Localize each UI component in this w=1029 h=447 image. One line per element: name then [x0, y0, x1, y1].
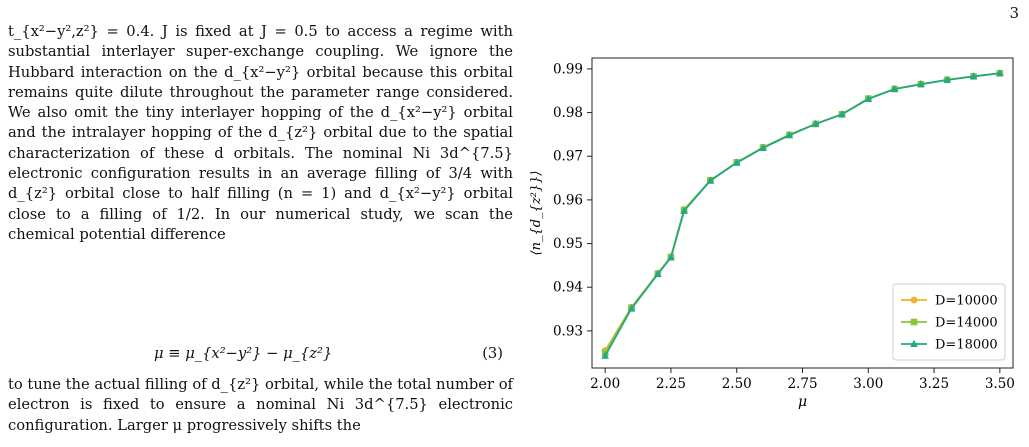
data-point-D=18000	[969, 72, 978, 80]
filling-figure: 2.00 2.25 2.50 2.75 3.00 3.25 3.50 0.93 0.94 0.95…	[520, 40, 1029, 440]
legend-marker-D=18000	[910, 339, 918, 347]
legend-marker-D=10000	[910, 296, 918, 304]
x-tick-label: 2.50	[722, 376, 752, 392]
legend-box	[892, 283, 1006, 361]
data-point-D=18000	[890, 84, 899, 92]
y-tick-label: 0.99	[553, 61, 583, 77]
body-text-column: t_{x²−y²,z²} = 0.4. J is fixed at J = 0.…	[8, 22, 513, 245]
y-tick-label: 0.98	[553, 105, 583, 121]
x-tick-label: 2.25	[656, 376, 686, 392]
data-point-D=18000	[811, 119, 820, 127]
data-point-D=18000	[627, 304, 636, 312]
x-axis-label: μ	[798, 394, 807, 410]
equation-body: μ ≡ μ_{x²−y²} − μ_{z²}	[154, 345, 333, 362]
y-tick-label: 0.93	[553, 323, 583, 339]
data-point-D=18000	[943, 75, 952, 83]
filling-vs-mu-chart: 2.00 2.25 2.50 2.75 3.00 3.25 3.50 0.93 0.94 0.95…	[529, 57, 1015, 410]
data-point-D=18000	[706, 176, 715, 184]
legend-label-D=10000: D=10000	[935, 294, 998, 309]
legend-label-D=14000: D=14000	[935, 316, 998, 331]
paragraph-2: to tune the actual filling of d_{z²} orb…	[8, 376, 513, 434]
data-point-D=18000	[759, 143, 767, 151]
data-point-D=18000	[864, 94, 873, 103]
data-point-D=18000	[653, 269, 662, 278]
legend-label-D=18000: D=18000	[935, 338, 998, 353]
data-point-D=18000	[732, 158, 741, 166]
paragraph-1: t_{x²−y²,z²} = 0.4. J is fixed at J = 0.…	[8, 23, 513, 243]
y-tick-label: 0.94	[553, 280, 583, 296]
data-point-D=18000	[996, 69, 1004, 77]
legend-marker-D=14000	[910, 318, 918, 326]
y-axis-label: ⟨n_{d_{z²}}⟩	[529, 171, 544, 256]
data-point-D=18000	[917, 79, 925, 88]
x-tick-label: 2.00	[590, 376, 620, 392]
equation-3: μ ≡ μ_{x²−y²} − μ_{z²} (3)	[8, 345, 513, 367]
x-tick-label: 3.00	[853, 376, 883, 392]
data-point-D=18000	[785, 131, 794, 139]
body-text-continued: to tune the actual filling of d_{z²} orb…	[8, 375, 513, 436]
data-point-D=18000	[838, 110, 846, 118]
data-point-D=18000	[601, 351, 609, 359]
y-tick-label: 0.96	[553, 192, 583, 208]
data-point-D=18000	[680, 206, 688, 214]
page-number: 3	[1009, 4, 1019, 22]
x-tick-label: 2.75	[787, 376, 817, 392]
x-tick-label: 3.25	[919, 376, 949, 392]
y-tick-label: 0.97	[553, 149, 583, 165]
data-point-D=18000	[667, 253, 675, 261]
y-tick-label: 0.95	[553, 236, 583, 252]
x-tick-label: 3.50	[985, 376, 1015, 392]
equation-number: (3)	[482, 345, 503, 362]
